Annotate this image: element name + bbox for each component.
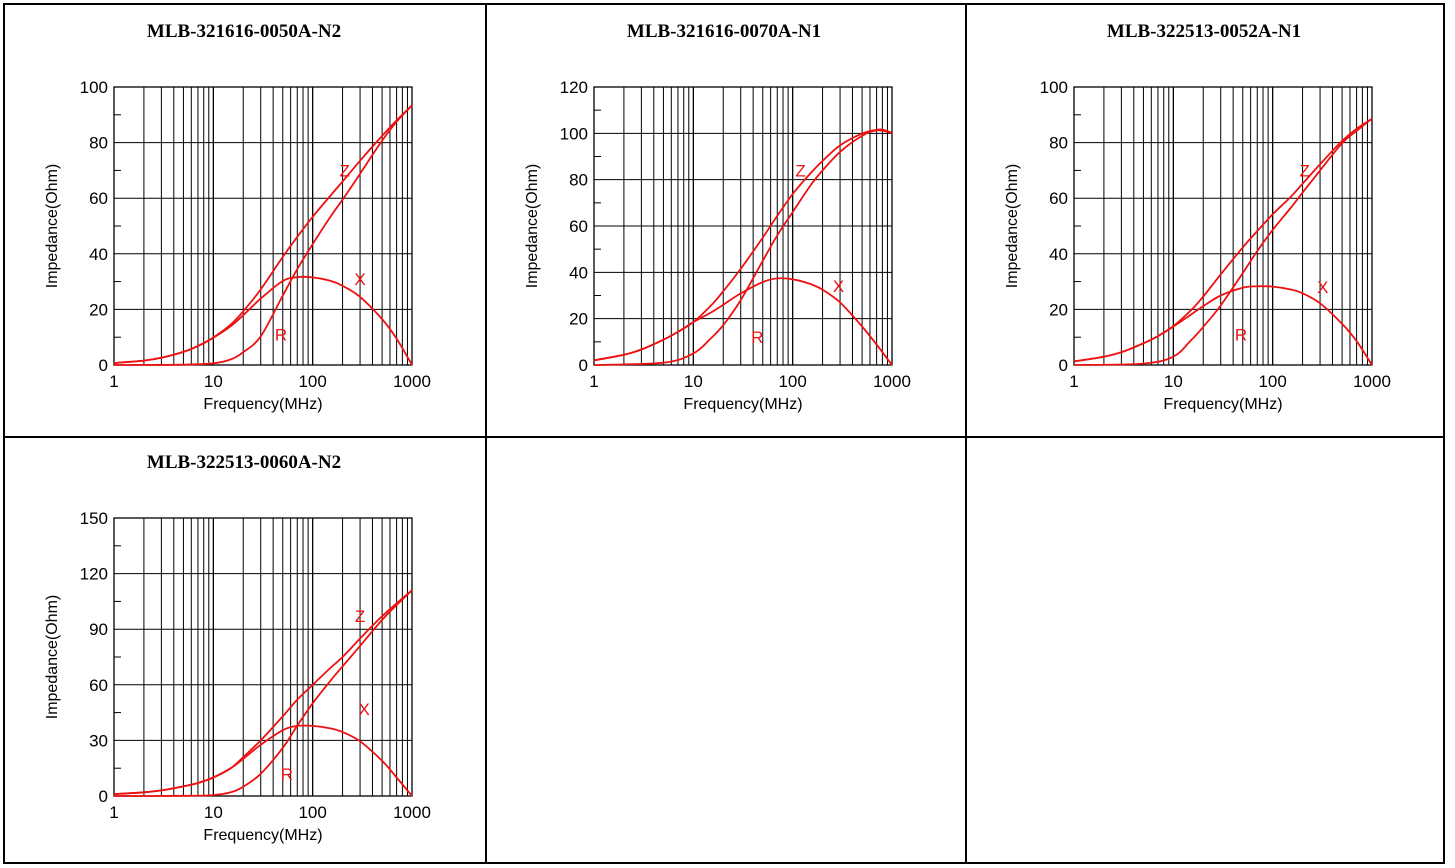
x-tick-label: 10: [684, 372, 703, 391]
y-tick-label: 30: [89, 731, 108, 750]
y-tick-label: 120: [80, 565, 108, 584]
y-axis-label: Impedance(Ohm): [524, 164, 541, 289]
series-line-x: [113, 275, 413, 366]
grid-lines: [114, 87, 412, 365]
plot-frame: [593, 86, 893, 366]
y-tick-label: 20: [569, 310, 588, 329]
impedance-chart: 0 20 40 60 80 100 1 10 100 1000 Frequency(MHz) Impe…: [44, 78, 431, 413]
table-divider: [5, 436, 1443, 438]
chart-panel-1: MLB-321616-0050A-N2 0 20 40 60 80 100 1 10 100 10…: [5, 5, 483, 434]
series-label-x: X: [1317, 278, 1328, 297]
y-tick-label: 60: [1049, 189, 1068, 208]
series-line-z: [1073, 117, 1373, 363]
y-tick-label: 80: [89, 134, 108, 153]
chart-grid-table: [3, 3, 1445, 864]
x-tick-label: 1: [589, 372, 598, 391]
x-tick-label: 1000: [873, 372, 911, 391]
series-line-r: [593, 129, 893, 366]
series-line-x: [593, 277, 893, 366]
series-label-z: Z: [355, 607, 365, 626]
series-line-z: [113, 104, 413, 364]
chart-panel-3: MLB-322513-0052A-N1 0 20 40 60 80 100 1 10 100 10…: [965, 5, 1443, 434]
x-axis-label: Frequency(MHz): [1163, 396, 1282, 413]
x-axis-label: Frequency(MHz): [203, 827, 322, 844]
y-tick-label: 60: [89, 676, 108, 695]
grid-lines: [114, 518, 412, 796]
x-axis-label: Frequency(MHz): [203, 396, 322, 413]
x-tick-label: 10: [1164, 372, 1183, 391]
series-line-x: [113, 724, 413, 797]
x-tick-label: 10: [204, 372, 223, 391]
x-tick-label: 1: [109, 372, 118, 391]
series-line-z: [593, 128, 893, 362]
y-tick-label: 100: [1040, 78, 1068, 97]
table-divider: [485, 5, 487, 862]
y-tick-label: 0: [99, 787, 108, 806]
y-tick-label: 40: [1049, 245, 1068, 264]
y-tick-label: 80: [1049, 134, 1068, 153]
series-label-z: Z: [1299, 161, 1309, 180]
series-line-x: [1073, 285, 1373, 366]
series-label-r: R: [1235, 325, 1247, 344]
y-tick-label: 60: [569, 217, 588, 236]
plot-frame: [113, 86, 413, 366]
y-tick-label: 20: [1049, 300, 1068, 319]
series-line-r: [113, 589, 413, 797]
impedance-chart: 0 30 60 90 120 150 1 10 100 1000 Frequency(MHz) Imp…: [44, 509, 431, 844]
y-tick-label: 40: [89, 245, 108, 264]
chart-title: MLB-321616-0070A-N1: [626, 21, 822, 42]
x-tick-label: 1: [1069, 372, 1078, 391]
grid-lines: [594, 87, 892, 365]
series-label-r: R: [275, 325, 287, 344]
series-label-x: X: [354, 270, 365, 289]
y-tick-label: 0: [99, 356, 108, 375]
table-divider: [965, 5, 967, 862]
x-axis-label: Frequency(MHz): [683, 396, 802, 413]
x-tick-label: 100: [1258, 372, 1286, 391]
x-tick-label: 100: [778, 372, 806, 391]
y-tick-label: 100: [80, 78, 108, 97]
chart-panel-2: MLB-321616-0070A-N1 0 20 40 60 80 100 120 1 10 10…: [485, 5, 963, 434]
y-tick-label: 0: [1059, 356, 1068, 375]
y-axis-label: Impedance(Ohm): [1004, 164, 1021, 289]
plot-frame: [113, 517, 413, 797]
series-label-z: Z: [339, 161, 349, 180]
series-label-x: X: [833, 277, 844, 296]
chart-panel-4: MLB-322513-0060A-N2 0 30 60 90 120 150 1 10 100 1…: [5, 436, 483, 862]
x-tick-label: 10: [204, 803, 223, 822]
plot-frame: [1073, 86, 1373, 366]
y-tick-label: 80: [569, 171, 588, 190]
empty-cell: [485, 436, 963, 862]
series-label-x: X: [359, 700, 370, 719]
series-line-z: [113, 589, 413, 795]
chart-title: MLB-321616-0050A-N2: [146, 21, 342, 42]
x-tick-label: 100: [298, 372, 326, 391]
chart-title: MLB-322513-0052A-N1: [1106, 21, 1302, 42]
impedance-chart: 0 20 40 60 80 100 1 10 100 1000 Frequency(MHz) Impe…: [1004, 78, 1391, 413]
x-tick-label: 1: [109, 803, 118, 822]
y-tick-label: 0: [579, 356, 588, 375]
y-tick-label: 100: [560, 124, 588, 143]
x-tick-label: 1000: [393, 803, 431, 822]
empty-cell: [965, 436, 1443, 862]
series-label-r: R: [751, 328, 763, 347]
x-tick-label: 100: [298, 803, 326, 822]
x-tick-label: 1000: [393, 372, 431, 391]
series-label-r: R: [281, 765, 293, 784]
y-tick-label: 20: [89, 300, 108, 319]
series-label-z: Z: [795, 161, 805, 180]
y-tick-label: 120: [560, 78, 588, 97]
series-line-r: [1073, 117, 1373, 366]
y-tick-label: 150: [80, 509, 108, 528]
y-axis-label: Impedance(Ohm): [44, 164, 61, 289]
chart-title: MLB-322513-0060A-N2: [146, 452, 342, 473]
y-tick-label: 60: [89, 189, 108, 208]
y-tick-label: 40: [569, 263, 588, 282]
grid-lines: [1074, 87, 1372, 365]
y-tick-label: 90: [89, 620, 108, 639]
y-axis-label: Impedance(Ohm): [44, 595, 61, 720]
series-line-r: [113, 104, 413, 366]
x-tick-label: 1000: [1353, 372, 1391, 391]
